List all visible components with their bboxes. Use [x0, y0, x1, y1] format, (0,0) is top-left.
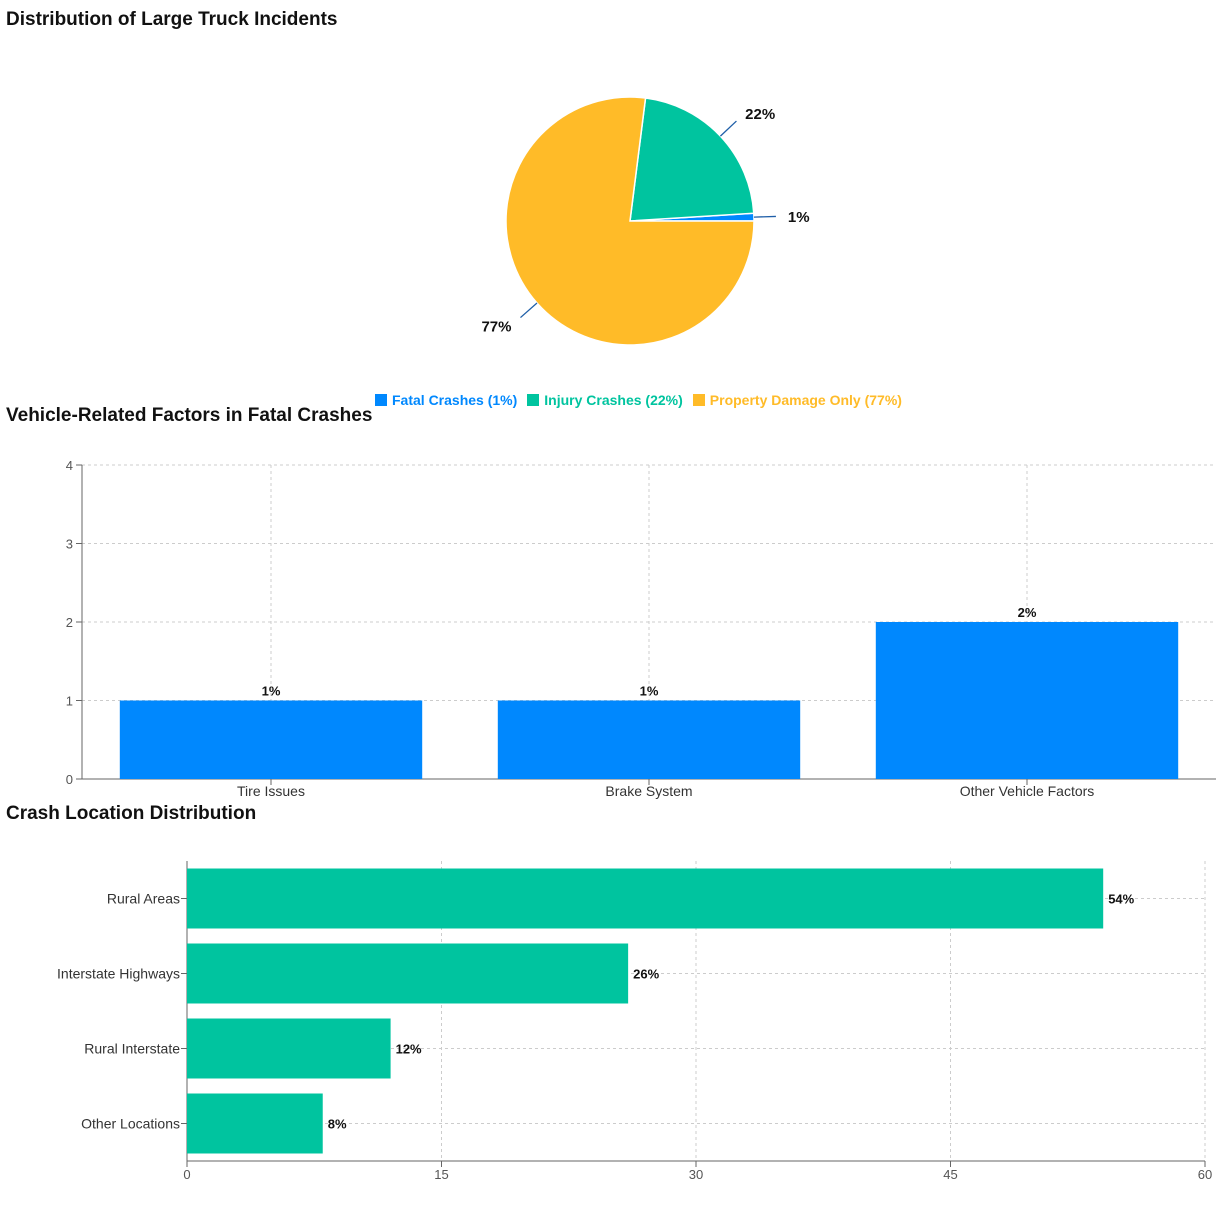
pie-chart-title: Distribution of Large Truck Incidents [6, 9, 338, 30]
bar[interactable] [119, 700, 423, 780]
pie-data-label: 1% [788, 209, 810, 226]
y-tick-label: 1 [66, 694, 73, 709]
x-tick-label: 60 [1198, 1167, 1212, 1182]
y-tick-label: Rural Areas [107, 891, 180, 907]
bar-data-label: 8% [328, 1117, 347, 1132]
y-tick-label: 2 [66, 615, 73, 630]
pie-slice[interactable] [629, 97, 755, 222]
y-tick-label: 0 [66, 772, 73, 787]
y-tick-label: 3 [66, 537, 73, 552]
legend-item-injury[interactable]: Injury Crashes (22%) [527, 392, 683, 408]
bar[interactable] [187, 1018, 391, 1079]
vehicle-bar-chart: 0 1 2 3 4 1% Tire Issues 1% Brake System 2% Other … [66, 458, 1216, 799]
bar[interactable] [875, 622, 1179, 779]
pie-chart: 1% 22% 77% [481, 96, 810, 346]
bar-data-label: 26% [633, 967, 659, 982]
legend-swatch-property [692, 394, 705, 406]
bar[interactable] [497, 700, 801, 780]
y-tick-label: Other Locations [81, 1116, 180, 1132]
legend-label: Fatal Crashes (1%) [392, 392, 518, 408]
legend-label: Injury Crashes (22%) [544, 392, 683, 408]
x-tick-label: 0 [183, 1167, 190, 1182]
legend-swatch-fatal [375, 394, 387, 406]
x-tick-label: 45 [943, 1167, 957, 1182]
pie-label-line [753, 215, 776, 218]
legend-item-fatal[interactable]: Fatal Crashes (1%) [375, 392, 517, 408]
pie-label-line [520, 302, 538, 319]
legend-label: Property Damage Only (77%) [709, 392, 902, 408]
y-tick-label: Interstate Highways [57, 966, 180, 982]
x-tick-label: 15 [434, 1167, 448, 1182]
vehicle-chart-title: Vehicle-Related Factors in Fatal Crashes [6, 405, 373, 426]
bar[interactable] [187, 868, 1104, 929]
bar-data-label: 54% [1108, 892, 1134, 907]
x-tick-label: Tire Issues [237, 783, 305, 799]
bar[interactable] [187, 943, 629, 1004]
legend-item-property[interactable]: Property Damage Only (77%) [692, 392, 902, 408]
bar-data-label: 1% [640, 684, 659, 699]
location-chart-title: Crash Location Distribution [6, 803, 257, 824]
pie-data-label: 77% [481, 318, 511, 335]
bar-data-label: 1% [262, 684, 281, 699]
y-tick-label: Rural Interstate [84, 1041, 180, 1057]
x-tick-label: 30 [689, 1167, 703, 1182]
bar[interactable] [187, 1093, 323, 1154]
pie-slice[interactable] [505, 96, 755, 346]
x-tick-label: Other Vehicle Factors [960, 783, 1095, 799]
y-tick-label: 4 [66, 458, 73, 473]
pie-legend: Fatal Crashes (1%) Injury Crashes (22%) … [375, 392, 902, 408]
pie-label-line [719, 120, 737, 137]
bar-data-label: 12% [396, 1042, 422, 1057]
pie-data-label: 22% [745, 106, 775, 123]
legend-swatch-injury [527, 394, 540, 406]
x-tick-label: Brake System [605, 783, 692, 799]
bar-data-label: 2% [1018, 605, 1037, 620]
